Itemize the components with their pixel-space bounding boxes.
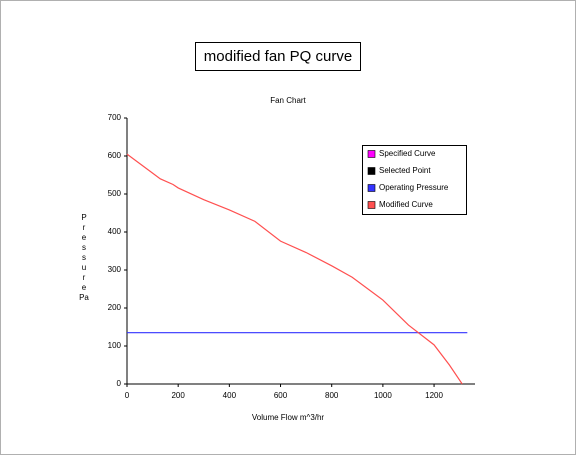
y-tick-label: 300 bbox=[108, 265, 122, 274]
x-tick-label: 1200 bbox=[425, 391, 443, 400]
y-tick-label: 0 bbox=[117, 379, 122, 388]
y-tick-label: 100 bbox=[108, 341, 122, 350]
legend-swatch bbox=[367, 167, 376, 175]
x-axis-label: Volume Flow m^3/hr bbox=[252, 413, 325, 422]
x-tick-label: 600 bbox=[274, 391, 288, 400]
header: modified fan PQ curve bbox=[204, 48, 352, 65]
legend-swatch bbox=[367, 184, 376, 192]
y-tick-label: 200 bbox=[108, 303, 122, 312]
y-tick-label: 600 bbox=[108, 151, 122, 160]
legend-label: Selected Point bbox=[379, 166, 431, 175]
x-tick-label: 200 bbox=[171, 391, 185, 400]
x-tick-label: 0 bbox=[125, 391, 130, 400]
x-tick-label: 800 bbox=[325, 391, 339, 400]
legend-box bbox=[362, 145, 467, 215]
y-tick-label: 400 bbox=[108, 227, 122, 236]
x-tick-label: 1000 bbox=[374, 391, 392, 400]
x-tick-label: 400 bbox=[223, 391, 237, 400]
legend-label: Specified Curve bbox=[379, 149, 436, 158]
y-axis-unit: Pa bbox=[79, 293, 89, 302]
legend-swatch bbox=[367, 150, 376, 158]
y-tick-label: 500 bbox=[108, 189, 122, 198]
legend-label: Operating Pressure bbox=[379, 183, 449, 192]
legend-swatch bbox=[367, 201, 376, 209]
header-box bbox=[195, 42, 361, 71]
legend-label: Modified Curve bbox=[379, 200, 433, 209]
series-line bbox=[126, 153, 463, 385]
chart-title: Fan Chart bbox=[270, 96, 306, 105]
y-tick-label: 700 bbox=[108, 113, 122, 122]
